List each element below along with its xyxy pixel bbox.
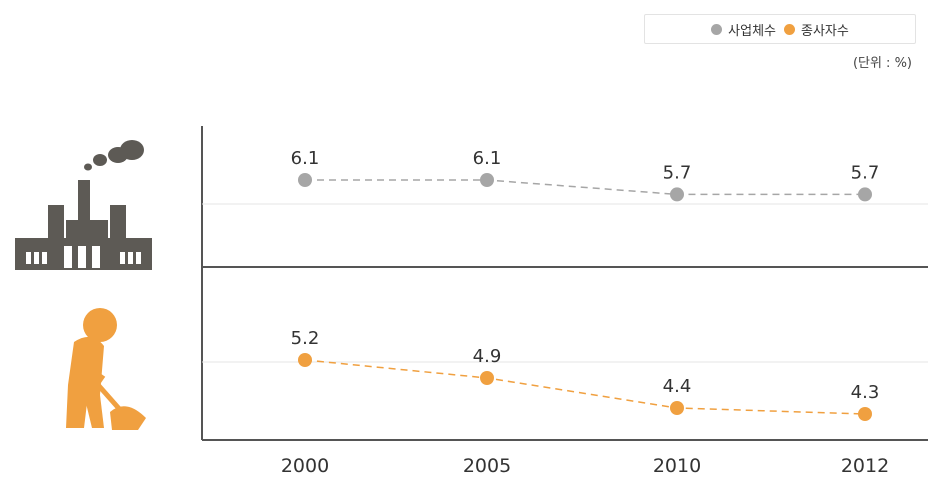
data-point-1-1 xyxy=(480,371,494,385)
worker-shovel-icon xyxy=(66,308,146,430)
legend-item-businesses: 사업체수 xyxy=(711,20,776,39)
legend: 사업체수 종사자수 xyxy=(644,14,916,44)
x-tick-label-3: 2012 xyxy=(841,455,889,477)
data-point-1-2 xyxy=(670,401,684,415)
plot-layer: 6.1 6.1 5.7 5.7 5.2 4.9 4.4 4.3 2000 2005 2010 2012 xyxy=(281,148,889,477)
legend-label-employees: 종사자수 xyxy=(801,23,849,39)
legend-marker-gray xyxy=(711,23,723,35)
legend-marker-orange xyxy=(784,23,795,35)
data-label-0-2: 5.7 xyxy=(663,162,692,183)
data-label-1-0: 5.2 xyxy=(291,328,320,349)
series-line-0 xyxy=(305,179,865,196)
x-tick-label-0: 2000 xyxy=(281,455,329,477)
data-point-0-0 xyxy=(298,173,312,187)
data-point-0-3 xyxy=(858,187,872,202)
legend-label-businesses: 사업체수 xyxy=(728,23,776,39)
data-label-1-1: 4.9 xyxy=(473,346,502,367)
data-point-0-1 xyxy=(480,173,494,187)
data-point-1-3 xyxy=(858,407,872,421)
x-tick-label-2: 2010 xyxy=(653,455,701,477)
data-label-1-3: 4.3 xyxy=(851,382,880,403)
data-point-1-0 xyxy=(298,353,312,367)
data-label-0-1: 6.1 xyxy=(473,148,502,169)
data-label-1-2: 4.4 xyxy=(663,376,692,397)
unit-note: (단위 : %) xyxy=(852,56,912,71)
data-label-0-3: 5.7 xyxy=(851,162,880,183)
factory-icon xyxy=(15,140,152,270)
data-point-0-2 xyxy=(670,187,684,202)
legend-item-employees: 종사자수 xyxy=(784,20,849,39)
series-line-1 xyxy=(304,359,866,415)
data-label-0-0: 6.1 xyxy=(291,148,320,169)
x-tick-label-1: 2005 xyxy=(463,455,511,477)
